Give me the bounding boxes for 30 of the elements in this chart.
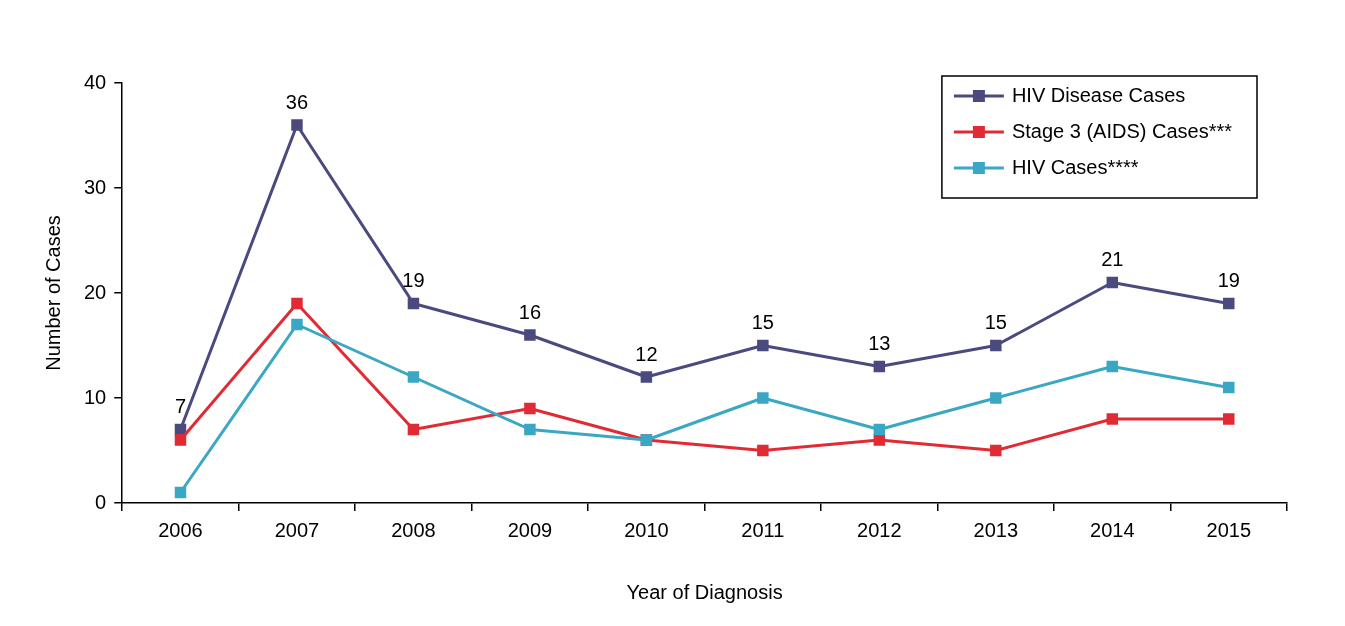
- x-tick-label: 2008: [391, 518, 436, 541]
- data-label: 21: [1101, 248, 1124, 271]
- data-label: 36: [285, 90, 309, 113]
- x-tick-label: 2007: [274, 518, 320, 541]
- x-tick-label: 2013: [973, 518, 1019, 541]
- x-tick-label: 2011: [741, 518, 785, 541]
- x-tick-label: 2014: [1090, 518, 1135, 541]
- y-tick-label: 30: [84, 175, 107, 198]
- y-tick-label: 10: [84, 385, 107, 408]
- x-tick-label: 2010: [624, 518, 669, 541]
- x-tick-label: 2009: [507, 518, 553, 541]
- legend-label: HIV Disease Cases: [1011, 83, 1186, 106]
- data-label: 7: [174, 395, 187, 418]
- x-tick-label: 2015: [1206, 518, 1252, 541]
- x-tick-label: 2006: [158, 518, 203, 541]
- y-tick-label: 40: [84, 70, 107, 93]
- legend-label: Stage 3 (AIDS) Cases***: [1011, 119, 1233, 142]
- x-tick-label: 2012: [857, 518, 902, 541]
- x-axis-title: Year of Diagnosis: [626, 580, 783, 603]
- data-label: 13: [868, 332, 891, 355]
- y-tick-label: 0: [95, 490, 107, 513]
- data-label: 19: [402, 269, 425, 292]
- data-label: 15: [984, 311, 1007, 334]
- data-label: 15: [751, 311, 774, 334]
- legend-label: HIV Cases****: [1011, 155, 1139, 178]
- y-tick-label: 20: [84, 280, 107, 303]
- data-label: 12: [635, 342, 658, 365]
- y-axis-title: Number of Cases: [41, 215, 64, 371]
- data-label: 16: [518, 300, 542, 323]
- data-label: 19: [1217, 269, 1240, 292]
